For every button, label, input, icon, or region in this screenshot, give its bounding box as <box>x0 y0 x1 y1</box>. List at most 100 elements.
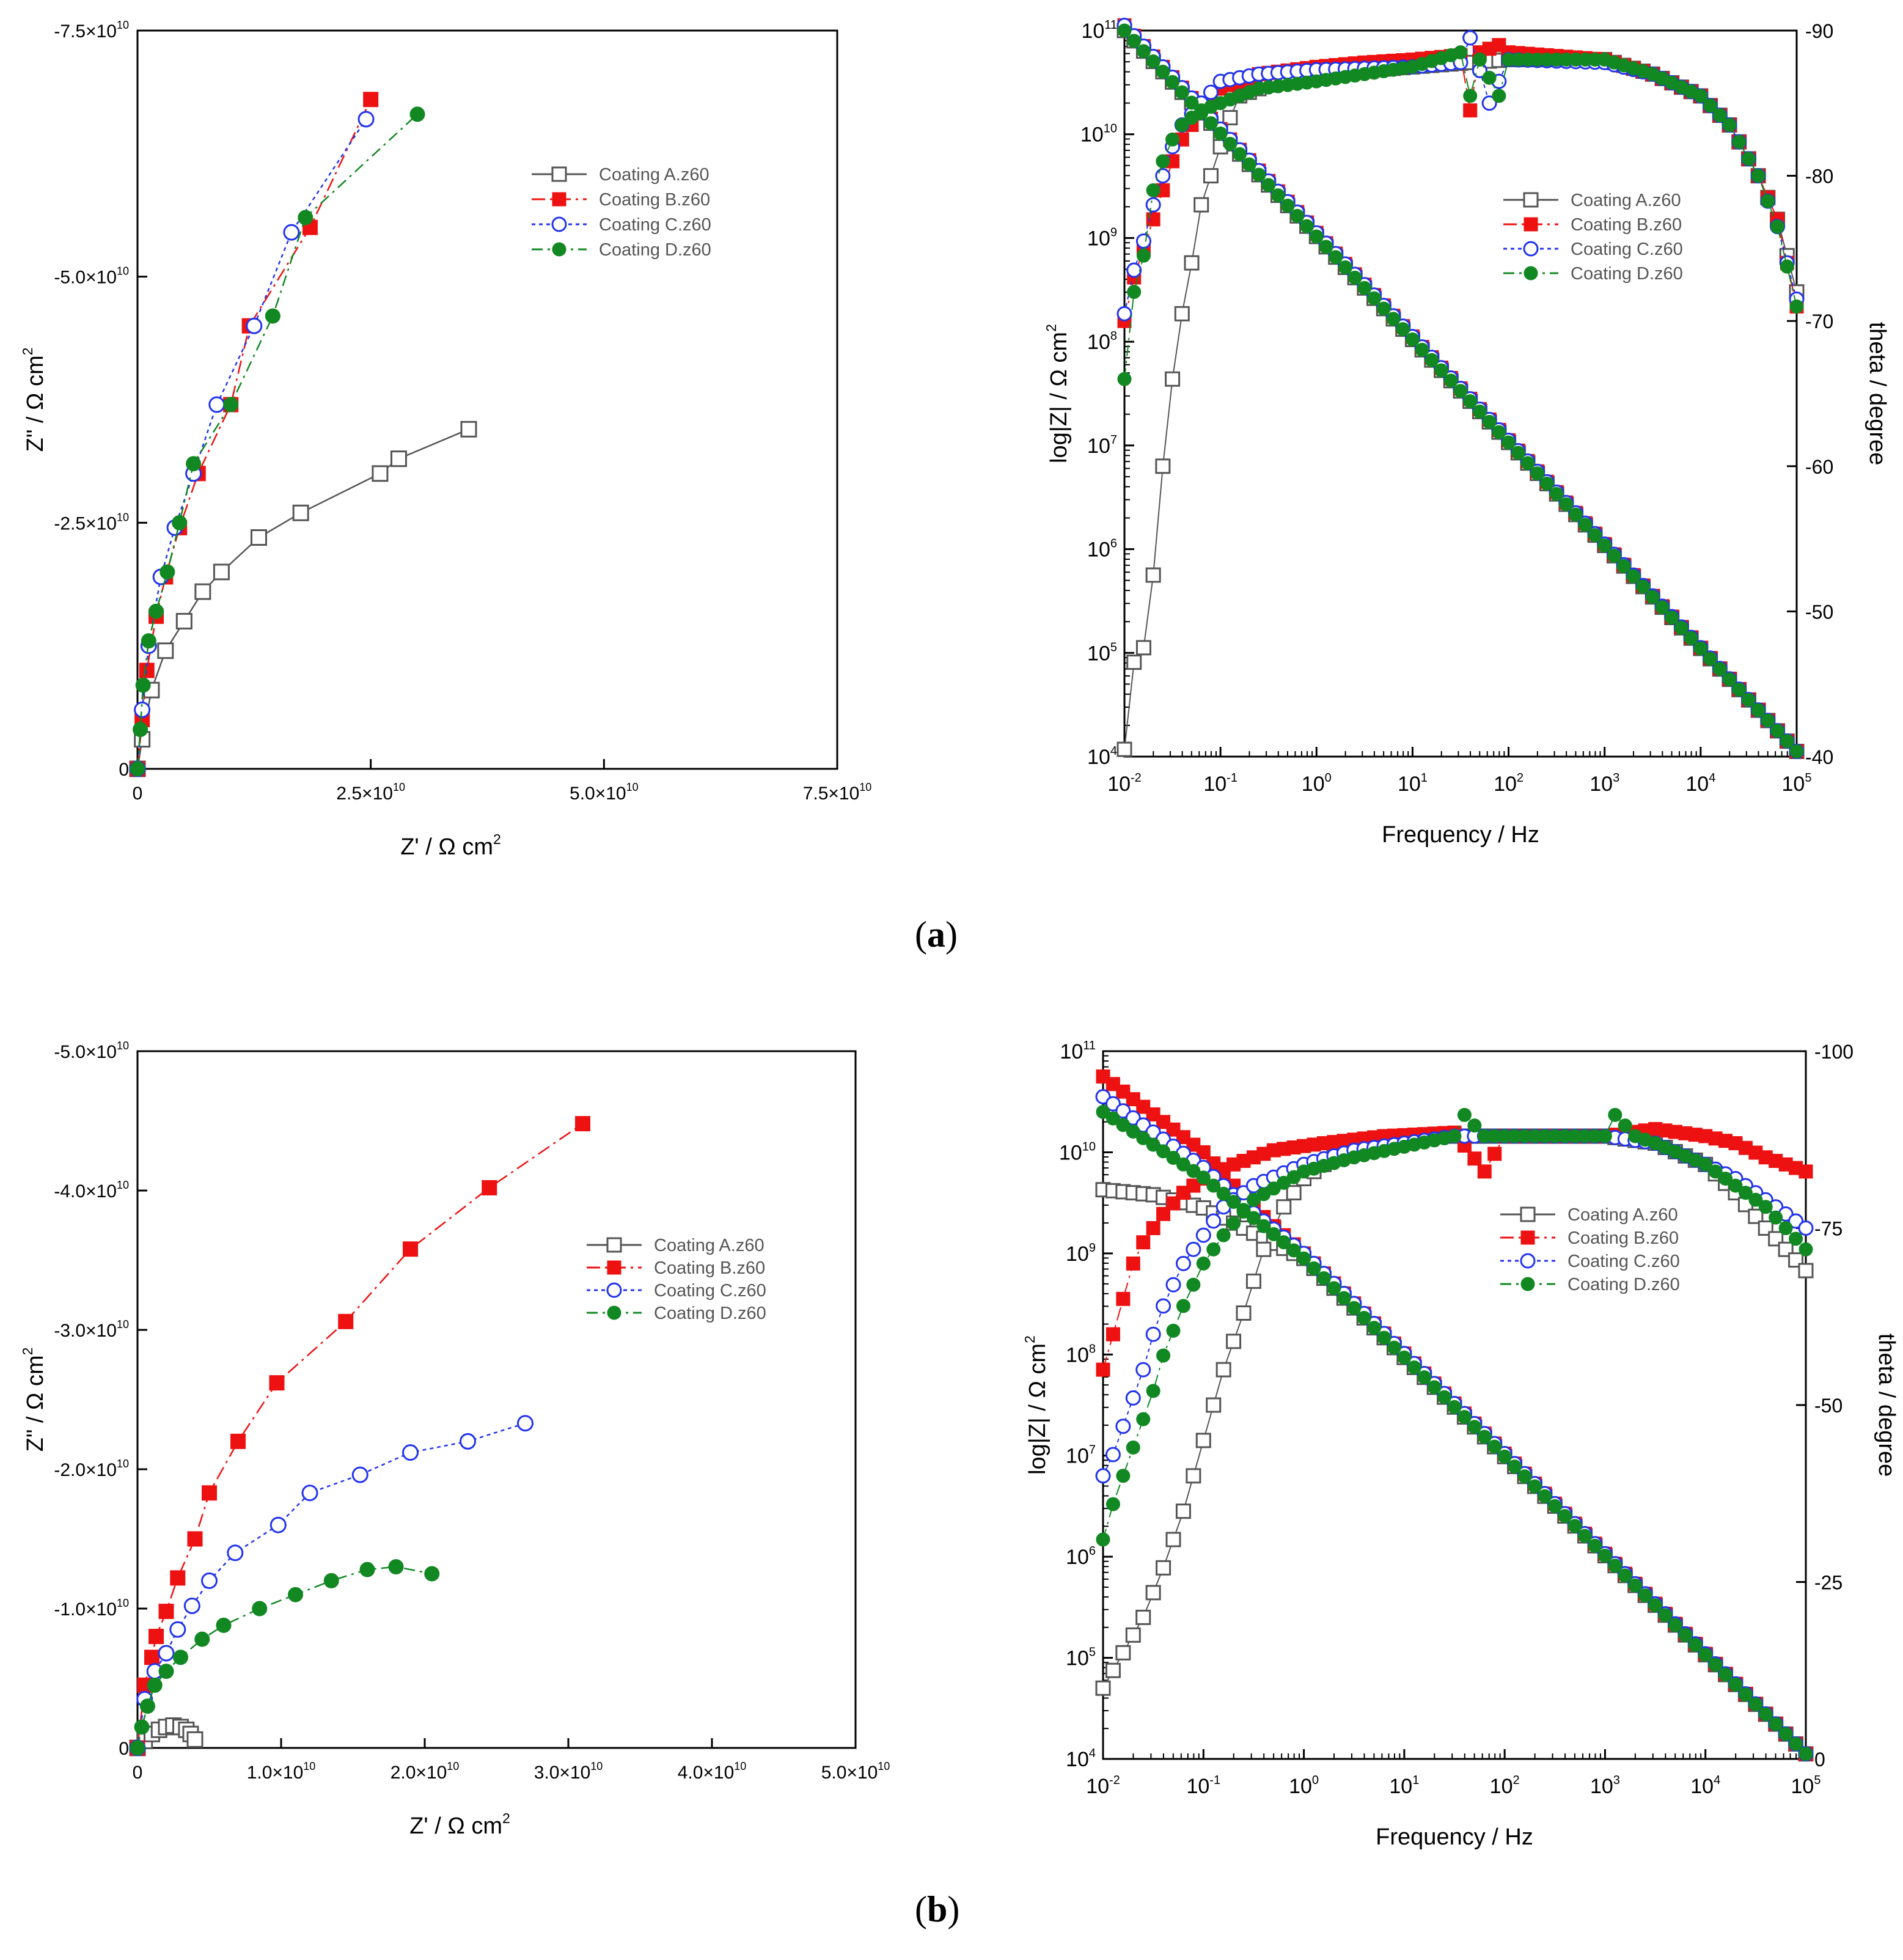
phase-point-D <box>1467 1118 1482 1133</box>
x-tick-label: 103 <box>1590 1774 1620 1798</box>
modulus-point-D <box>1748 1697 1763 1712</box>
data-point-B <box>144 1650 160 1665</box>
modulus-point-D <box>1703 651 1718 666</box>
data-point-B <box>269 1375 285 1391</box>
modulus-point-D <box>1758 1707 1773 1722</box>
phase-point-D <box>1789 299 1804 314</box>
modulus-point-D <box>1434 363 1449 378</box>
modulus-point-D <box>1184 95 1199 110</box>
modulus-point-D <box>1348 270 1362 285</box>
modulus-point-D <box>1256 1219 1271 1233</box>
modulus-point-D <box>1578 518 1593 532</box>
phase-point-D <box>1608 1107 1623 1122</box>
phase-point-C <box>1126 262 1142 278</box>
phase-point-D <box>1761 194 1775 208</box>
legend-marker-D <box>552 242 566 257</box>
y2-tick-label: -80 <box>1805 166 1833 188</box>
phase-point-A <box>1226 1334 1242 1349</box>
data-point-D <box>148 603 164 619</box>
y-tick-label: 106 <box>1087 537 1117 562</box>
modulus-point-D <box>1309 229 1324 244</box>
modulus-point-D <box>1290 208 1305 223</box>
data-point-C <box>283 224 300 241</box>
data-point-A <box>250 529 267 546</box>
data-point-D <box>134 1719 150 1735</box>
phase-point-A <box>1206 1397 1222 1413</box>
data-point-C <box>134 701 151 718</box>
phase-point-D <box>1738 1186 1753 1200</box>
phase-point-C <box>1481 95 1497 111</box>
phase-point-D <box>1463 89 1478 103</box>
modulus-point-D <box>1508 1459 1522 1474</box>
phase-point-D <box>1106 1497 1120 1511</box>
plot-frame <box>1123 29 1798 758</box>
modulus-point-D <box>1463 394 1478 409</box>
modulus-point-D <box>1186 1164 1201 1178</box>
modulus-point-D <box>1778 1727 1793 1741</box>
phase-point-A <box>1145 1585 1161 1601</box>
modulus-point-D <box>1547 1499 1562 1513</box>
modulus-point-D <box>1396 322 1410 337</box>
phase-point-D <box>1156 154 1170 169</box>
modulus-point-D <box>1578 1529 1593 1543</box>
modulus-point-D <box>1538 1489 1552 1503</box>
data-point-B <box>187 1531 203 1547</box>
x-tick-label: 0 <box>133 1763 143 1783</box>
phase-point-D <box>1597 1129 1612 1143</box>
panel-label-b-letter: b <box>926 1889 948 1929</box>
data-point-C <box>460 1433 476 1450</box>
y-tick-label: -1.0×1010 <box>54 1597 129 1620</box>
chart-b-nyquist: 0 1.0×1010 2.0×1010 3.0×1010 4.0×1010 5.0×101… <box>20 1040 890 1839</box>
modulus-point-D <box>1738 1687 1753 1701</box>
legend-marker-C <box>606 1282 622 1298</box>
phase-point-D <box>1703 98 1718 113</box>
modulus-point-D <box>1497 1449 1512 1464</box>
x-tick-label: 100 <box>1302 771 1332 796</box>
legend-marker-B <box>552 192 566 207</box>
modulus-point-D <box>1626 569 1641 584</box>
modulus-point-D <box>1417 1370 1432 1385</box>
y2-tick-label: -40 <box>1805 746 1833 768</box>
y-tick-label: -5.0×1010 <box>54 1040 129 1062</box>
data-point-C <box>301 1485 318 1502</box>
y2-tick-label: -90 <box>1805 20 1833 42</box>
data-point-D <box>133 722 148 738</box>
series-line-B <box>136 99 372 769</box>
modulus-point-D <box>1196 1170 1211 1185</box>
modulus-point-D <box>1732 682 1747 697</box>
modulus-point-D <box>1427 1380 1442 1395</box>
data-point-B <box>575 1116 590 1132</box>
data-point-C <box>358 111 375 128</box>
data-point-C <box>227 1544 244 1562</box>
modulus-point-D <box>1559 497 1574 512</box>
modulus-point-D <box>1316 1271 1331 1286</box>
data-point-C <box>183 1597 200 1614</box>
modulus-point-D <box>1527 1479 1542 1494</box>
modulus-point-D <box>1674 620 1689 635</box>
modulus-point-D <box>1741 692 1756 707</box>
legend-label-B: Coating B.z60 <box>1571 215 1682 235</box>
data-point-B <box>202 1485 217 1501</box>
y-tick-label: 1011 <box>1081 18 1117 43</box>
panel-label-b: (b) <box>915 1888 959 1931</box>
modulus-point-D <box>1684 631 1698 645</box>
y-tick-label: -5.0×1010 <box>54 265 129 288</box>
data-point-D <box>252 1601 268 1617</box>
modulus-point-D <box>1482 414 1497 429</box>
phase-point-A <box>1116 741 1132 757</box>
modulus-point-D <box>1117 23 1132 38</box>
modulus-point-D <box>1297 1251 1311 1266</box>
legend-label-A: Coating A.z60 <box>1568 1205 1678 1225</box>
modulus-point-D <box>1146 54 1160 69</box>
modulus-point-D <box>1357 1310 1371 1325</box>
chart-a-bode: 10-2 10-1 100 101 102 103 104 105 104 105 106 107 10… <box>1043 18 1890 848</box>
x-tick-label: 7.5×1010 <box>803 781 872 804</box>
phase-point-B <box>1106 1327 1120 1342</box>
modulus-point-D <box>1246 1211 1261 1225</box>
phase-point-D <box>1457 1107 1472 1122</box>
modulus-point-D <box>1648 1598 1663 1613</box>
modulus-point-D <box>1397 1350 1412 1365</box>
x-tick-label: 102 <box>1494 771 1524 796</box>
phase-point-C <box>1105 1447 1121 1463</box>
modulus-point-D <box>1437 1390 1452 1404</box>
